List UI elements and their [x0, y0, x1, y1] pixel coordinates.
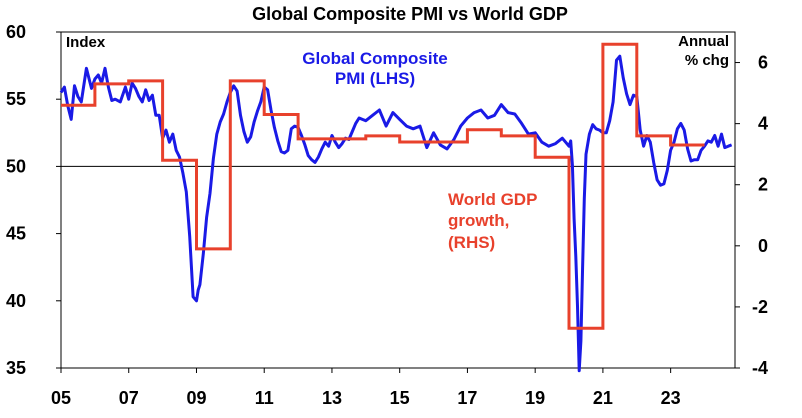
gdp-series-line: [61, 42, 705, 330]
left-tick-label: 35: [6, 358, 26, 378]
left-tick-label: 55: [6, 89, 26, 109]
left-tick-label: 45: [6, 224, 26, 244]
x-axis: 05 07 09 11 13 15 17 19 21 23: [51, 368, 681, 408]
x-tick-label: 05: [51, 388, 71, 408]
x-tick-label: 17: [457, 388, 477, 408]
gdp-annotation-line2: growth,: [448, 211, 509, 230]
right-tick-label: -4: [752, 358, 768, 378]
x-tick-label: 11: [255, 388, 274, 408]
gdp-annotation-line3: (RHS): [448, 233, 495, 252]
x-tick-label: 13: [322, 388, 342, 408]
left-tick-label: 40: [6, 291, 26, 311]
right-tick-label: 4: [758, 114, 768, 134]
left-axis: 35 40 45 50 55 60: [6, 22, 61, 378]
pmi-annotation-line2: PMI (LHS): [335, 69, 415, 88]
right-axis: -4 -2 0 2 4 6: [735, 53, 768, 378]
pmi-annotation-line1: Global Composite: [302, 49, 447, 68]
right-tick-label: 6: [758, 53, 768, 73]
plot-frame: [60, 31, 736, 369]
x-tick-label: 21: [593, 388, 613, 408]
right-tick-label: -2: [752, 297, 768, 317]
x-tick-label: 15: [390, 388, 410, 408]
left-tick-label: 60: [6, 22, 26, 42]
right-tick-label: 0: [758, 236, 768, 256]
left-tick-label: 50: [6, 156, 26, 176]
x-tick-label: 09: [186, 388, 206, 408]
x-tick-label: 23: [661, 388, 681, 408]
gdp-annotation-line1: World GDP: [448, 190, 537, 209]
chart-title: Global Composite PMI vs World GDP: [252, 4, 568, 24]
right-axis-label-line1: Annual: [678, 33, 729, 50]
x-tick-label: 19: [525, 388, 545, 408]
series-group: [59, 42, 733, 373]
left-axis-label: Index: [66, 34, 106, 51]
x-tick-label: 07: [119, 388, 139, 408]
right-axis-label-line2: % chg: [685, 52, 729, 69]
right-tick-label: 2: [758, 175, 768, 195]
pmi-series-line: [59, 54, 733, 373]
